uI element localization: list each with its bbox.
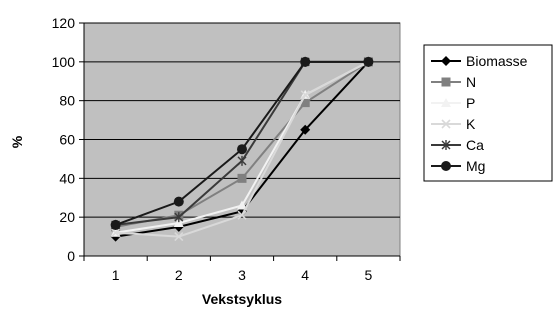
- data-point: [110, 219, 121, 230]
- data-point: [237, 144, 247, 155]
- data-point: [300, 98, 310, 108]
- legend-label: N: [466, 74, 476, 90]
- data-point: [173, 196, 184, 207]
- data-point: [237, 200, 247, 210]
- data-point: [173, 217, 184, 227]
- data-point: [174, 212, 184, 223]
- legend-label: K: [466, 116, 476, 132]
- y-tick-label: 100: [52, 54, 76, 70]
- x-tick-label: 1: [112, 267, 120, 283]
- y-axis-ticks: 0 20 40 60 80 100 120: [52, 15, 84, 264]
- data-point: [237, 155, 247, 166]
- x-tick-label: 4: [301, 267, 309, 283]
- y-tick-label: 0: [67, 248, 75, 264]
- marker-stroke: [300, 90, 310, 100]
- y-axis-title: %: [9, 135, 25, 148]
- legend-marker: [441, 140, 451, 150]
- data-point: [300, 90, 310, 100]
- data-point: [363, 56, 374, 67]
- legend-marker: [441, 119, 451, 129]
- marker-stroke: [174, 232, 184, 242]
- legend-item: Mg: [431, 158, 485, 174]
- x-tick-label: 5: [365, 267, 373, 283]
- y-tick-label: 80: [59, 93, 75, 109]
- legend-item: Ca: [431, 137, 484, 153]
- marker-stroke: [111, 228, 121, 238]
- data-point: [237, 210, 247, 220]
- y-tick-label: 120: [52, 15, 76, 31]
- data-point: [300, 56, 311, 67]
- legend-item: K: [431, 116, 476, 132]
- legend-item: N: [431, 74, 476, 90]
- x-axis-title: Vekstsyklus: [202, 291, 282, 307]
- legend-marker: [441, 161, 451, 171]
- data-point: [237, 173, 247, 183]
- series-mg: [110, 56, 374, 230]
- legend-label: P: [466, 95, 475, 111]
- legend-marker: [441, 56, 451, 66]
- legend-label: Mg: [466, 158, 485, 174]
- x-tick-label: 2: [175, 267, 183, 283]
- marker-stroke: [237, 210, 247, 220]
- x-tick-label: 3: [238, 267, 246, 283]
- legend-item: P: [431, 95, 475, 111]
- marker-stroke: [441, 119, 451, 129]
- legend: Biomasse NPK Ca Mg: [423, 44, 553, 182]
- y-tick-label: 60: [59, 132, 75, 148]
- y-tick-label: 20: [59, 209, 75, 225]
- data-point: [111, 228, 121, 238]
- series-layer: [110, 56, 374, 242]
- series-k: [111, 57, 373, 242]
- legend-box: [423, 44, 553, 182]
- x-axis-ticks: 1 2 3 4 5: [83, 256, 401, 283]
- legend-item: Biomasse: [431, 53, 528, 69]
- plot-area: [83, 22, 401, 257]
- legend-marker: [441, 98, 451, 107]
- legend-label: Ca: [466, 137, 484, 153]
- y-tick-label: 40: [59, 170, 75, 186]
- data-point: [174, 232, 184, 242]
- legend-label: Biomasse: [466, 53, 528, 69]
- legend-marker: [441, 77, 451, 87]
- data-point: [300, 124, 311, 135]
